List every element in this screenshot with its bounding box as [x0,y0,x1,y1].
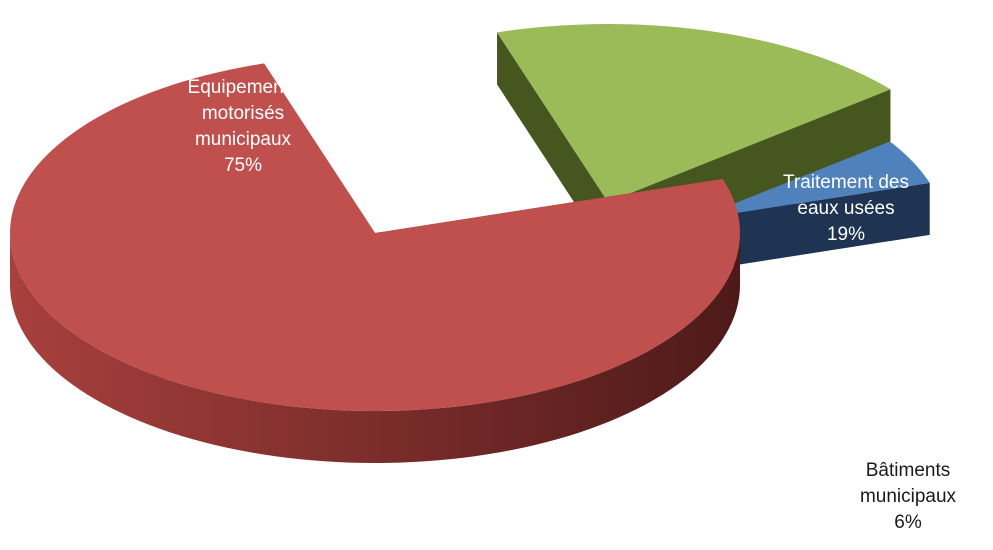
label-batiments: Bâtiments municipaux 6% [860,460,957,533]
label-batiments-line: municipaux [860,486,957,507]
labels-layer: Équipements motorisés municipaux 75% Traitem… [188,77,957,533]
slices-layer [10,24,930,463]
label-traitement: Traitement des eaux usées 19% [783,172,909,245]
label-equipements-line: motorisés [202,103,284,124]
slice-equipements-side-wall [10,233,740,463]
label-equipements-line: municipaux [195,129,292,150]
label-batiments-line: Bâtiments [866,460,950,481]
slice-equipements-top [10,63,740,412]
label-batiments-line: 6% [894,512,922,533]
label-traitement-line: eaux usées [797,198,894,219]
label-equipements-line: 75% [224,155,262,176]
label-equipements-line: Équipements [188,77,299,98]
slice-traitement-top [497,24,891,202]
label-equipements: Équipements motorisés municipaux 75% [188,77,299,176]
label-traitement-line: Traitement des [783,172,909,193]
slice-equipements [10,63,740,463]
label-traitement-line: 19% [827,224,865,245]
slice-traitement-cut-wall-1 [497,32,608,255]
